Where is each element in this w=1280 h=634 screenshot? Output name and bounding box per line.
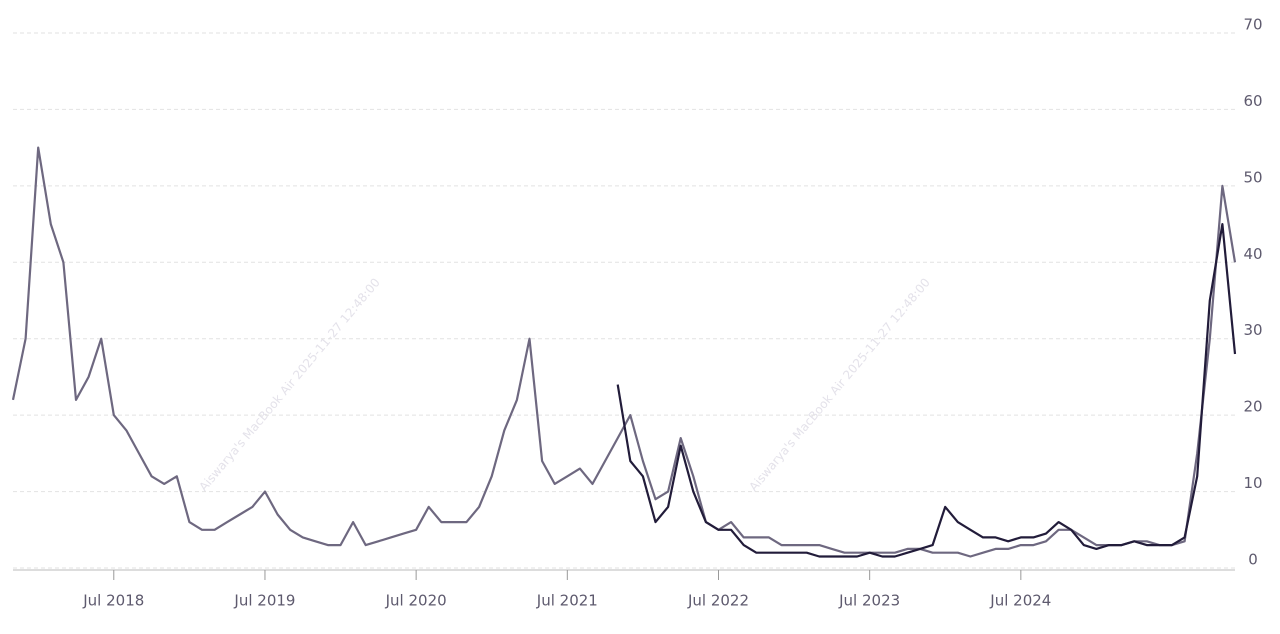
y-tick-label: 70 xyxy=(1243,16,1262,34)
x-tick-label: Jul 2022 xyxy=(687,592,749,610)
y-tick-label: 0 xyxy=(1248,551,1258,569)
y-tick-label: 20 xyxy=(1243,398,1262,416)
watermark: Aiswarya's MacBook Air 2025-11-27 12:48:… xyxy=(746,275,932,493)
series-line xyxy=(11,146,1237,558)
y-tick-label: 50 xyxy=(1243,168,1262,186)
y-tick-label: 30 xyxy=(1243,321,1262,339)
x-tick-label: Jul 2019 xyxy=(233,592,295,610)
x-tick-label: Jul 2021 xyxy=(536,592,598,610)
x-tick-label: Jul 2024 xyxy=(989,592,1051,610)
y-tick-label: 10 xyxy=(1243,474,1262,492)
y-tick-label: 40 xyxy=(1243,245,1262,263)
series-line xyxy=(616,223,1237,558)
x-tick-label: Jul 2023 xyxy=(838,592,900,610)
x-tick-label: Jul 2018 xyxy=(82,592,144,610)
watermark: Aiswarya's MacBook Air 2025-11-27 12:48:… xyxy=(196,275,382,493)
x-tick-label: Jul 2020 xyxy=(385,592,447,610)
y-tick-label: 60 xyxy=(1243,92,1262,110)
